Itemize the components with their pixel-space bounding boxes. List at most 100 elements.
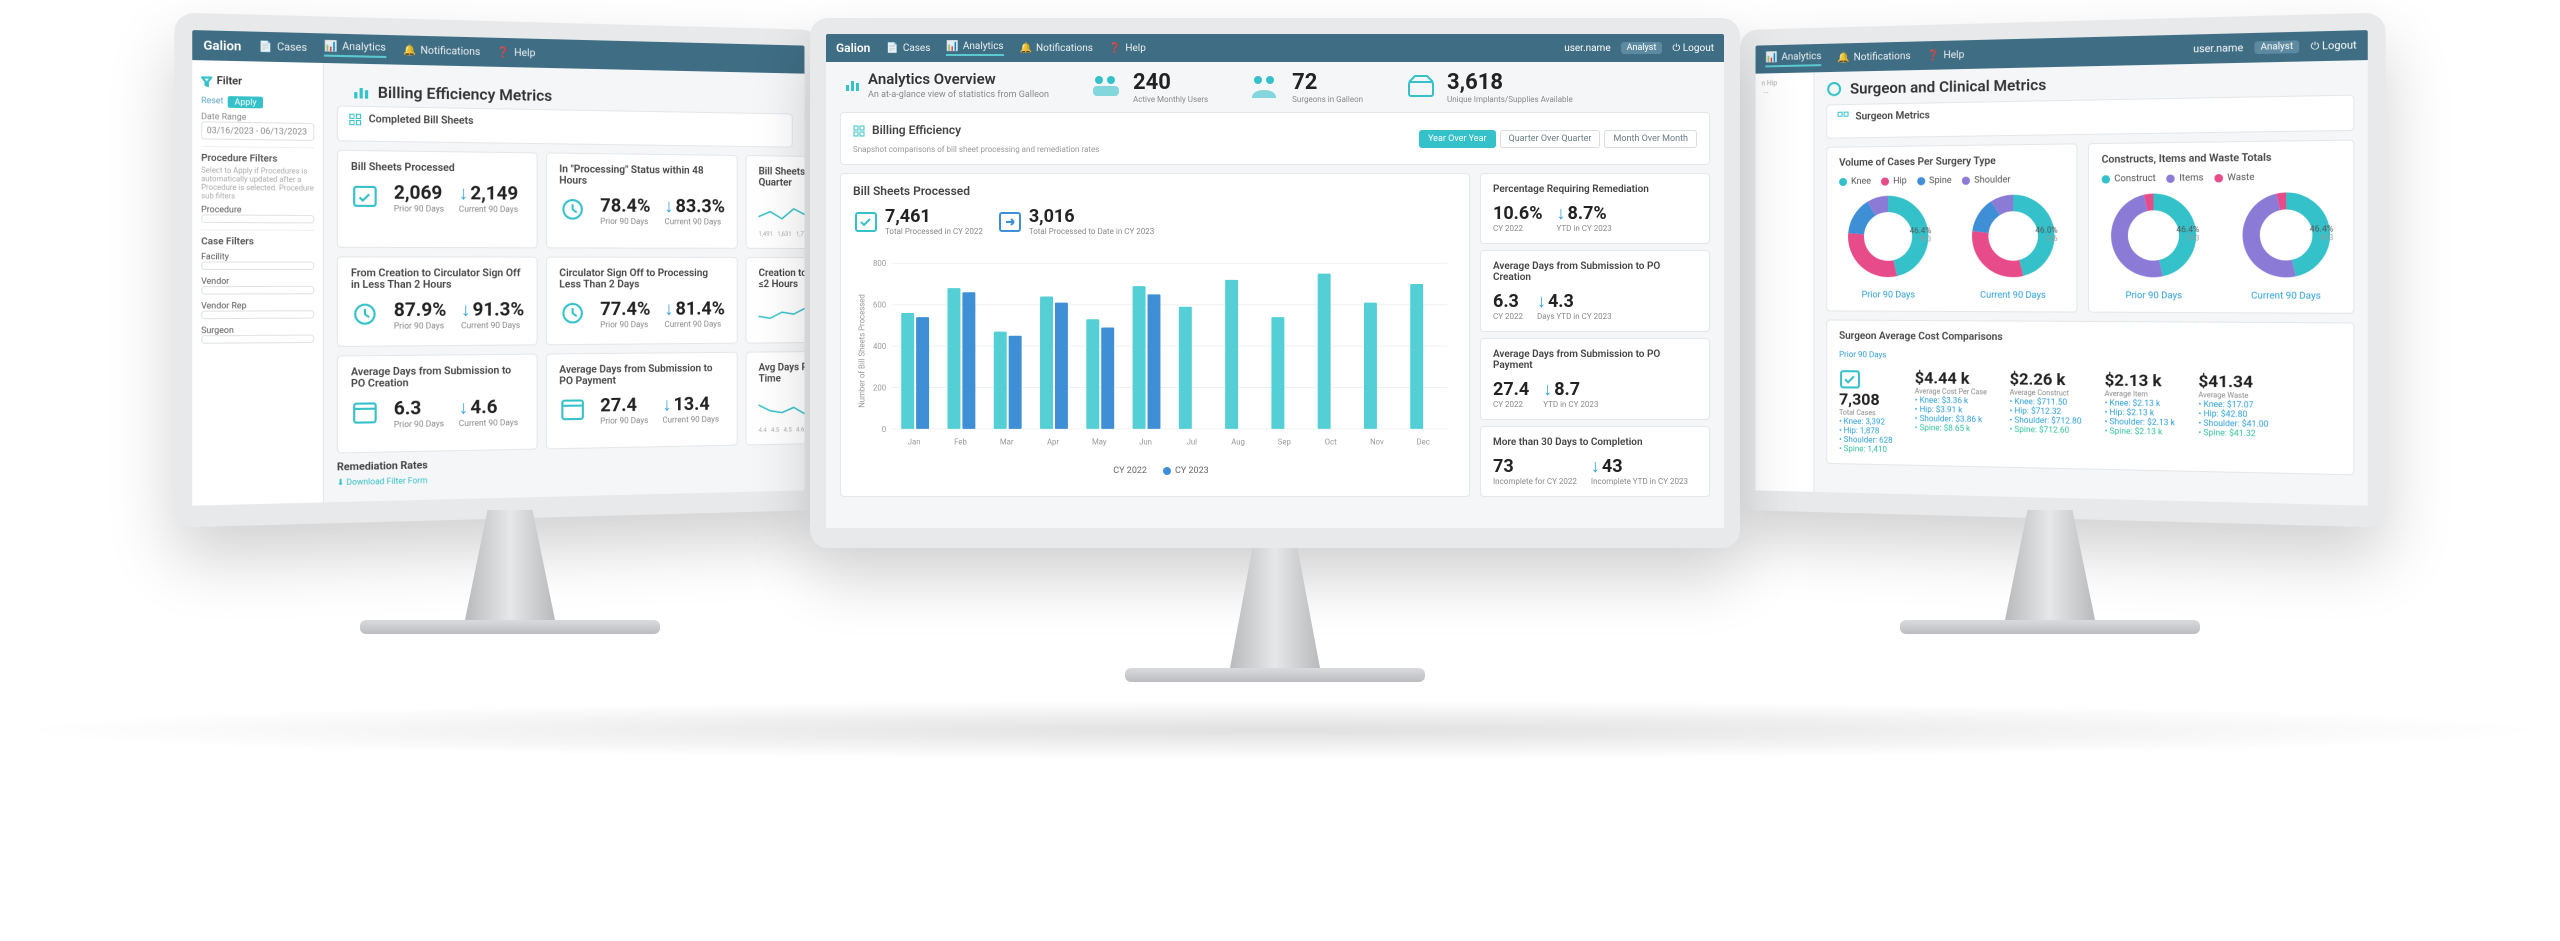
comp-col-c4: $2.13 k Average Item • Knee: $2.13 k • H… [2105, 370, 2175, 460]
svg-text:Oct: Oct [1325, 438, 1337, 447]
nav-analytics[interactable]: 📊 Analytics [324, 40, 386, 57]
bar-chart: 0200400600800Number of Bill Sheets Proce… [853, 246, 1457, 456]
grid-icon [853, 125, 865, 137]
grid-icon [1837, 111, 1849, 123]
card-volume: Volume of Cases Per Surgery Type Knee Hi… [1826, 143, 2077, 312]
card-in-processing: In "Processing" Status within 48 Hours 7… [546, 152, 738, 248]
sparkline [759, 298, 805, 329]
donut-caption: Prior 90 Days [2106, 291, 2202, 302]
reset-button[interactable]: Reset [201, 96, 223, 108]
card-cost-comparison: Surgeon Average Cost Comparisons Prior 9… [1826, 319, 2354, 475]
card-ciw: Constructs, Items and Waste Totals Const… [2088, 140, 2354, 314]
nav-analytics[interactable]: 📊 Analytics [946, 41, 1003, 56]
card-title: Avg Days Processing Time [759, 362, 805, 385]
card-remediation: Percentage Requiring Remediation 10.6%CY… [1480, 173, 1710, 244]
tab-qoq[interactable]: Quarter Over Quarter [1500, 130, 1601, 148]
page-subtitle: An at-a-glance view of statistics from G… [868, 90, 1049, 100]
page-title: Analytics Overview [868, 70, 1049, 88]
supplies-icon [1403, 72, 1439, 102]
section-title: Surgeon Metrics [1837, 102, 2342, 123]
svg-text:913: 913 [1920, 235, 1932, 243]
page-title: Billing Efficiency Metrics [378, 83, 552, 105]
sparkline [759, 392, 805, 424]
nav-help[interactable]: ❓ Help [1109, 43, 1146, 54]
chart-icon [844, 77, 860, 93]
calendar-check-icon [853, 208, 879, 234]
chart-card: Bill Sheets Processed 7,461Total Process… [840, 173, 1470, 497]
nav-notifications[interactable]: 🔔 Notifications [1020, 43, 1093, 54]
vendor-select[interactable] [201, 286, 314, 295]
username: user.name [1564, 43, 1610, 54]
surgeon-icon [1248, 72, 1284, 102]
nav-notifications[interactable]: 🔔 Notifications [403, 44, 480, 57]
section-title: Billing Efficiency [853, 123, 1099, 137]
surgeon-select[interactable] [201, 334, 314, 343]
nav-cases[interactable]: 📄 Cases [259, 41, 307, 54]
svg-text:0: 0 [882, 425, 886, 434]
topbar-center: Galion 📄 Cases 📊 Analytics 🔔 Notificatio… [826, 34, 1724, 62]
donut-vol-current: 46.0%926 [1967, 189, 2060, 282]
svg-text:400: 400 [873, 342, 886, 351]
role-badge: Analyst [2254, 40, 2300, 54]
svg-text:Nov: Nov [1370, 438, 1384, 447]
facility-select[interactable] [201, 261, 314, 270]
card-creation-signoff: Creation to Sign Off ≤2 Hours [746, 257, 805, 344]
svg-text:Jun: Jun [1139, 438, 1152, 447]
date-range-input[interactable]: 03/16/2023 - 06/13/2023 [201, 121, 314, 141]
page-title: Surgeon and Clinical Metrics [1850, 75, 2046, 97]
svg-text:Sep: Sep [1278, 438, 1292, 447]
comp-col-c2: $4.44 k Average Cost Per Case • Knee: $3… [1915, 368, 1987, 456]
procedure-filters-label: Procedure Filters [201, 153, 314, 165]
tab-mom[interactable]: Month Over Month [1604, 130, 1697, 148]
svg-text:800: 800 [873, 259, 886, 268]
svg-text:46.4%: 46.4% [1910, 226, 1932, 235]
logout-button[interactable]: ⏻ Logout [2311, 39, 2357, 52]
section-sub: Snapshot comparisons of bill sheet proce… [853, 145, 1099, 154]
nav-cases[interactable]: 📄 Cases [886, 43, 930, 54]
card-circ-proc: Circulator Sign Off to Processing Less T… [546, 257, 738, 346]
sparkline [759, 196, 805, 227]
logout-button[interactable]: ⏻ Logout [1672, 43, 1714, 54]
case-filters-label: Case Filters [201, 237, 314, 248]
donut-ciw-current: 46.4%913 [2237, 187, 2335, 283]
card-creation-circ: From Creation to Circulator Sign Off in … [337, 256, 538, 347]
tab-yoy[interactable]: Year Over Year [1419, 130, 1495, 148]
role-badge: Analyst [1621, 42, 1663, 54]
procedure-note: Select to Apply if Procedures is automat… [201, 166, 314, 201]
comp-col-c1: 7,308 Total Cases • Knee: 3,392 • Hip: 1… [1839, 367, 1893, 454]
svg-text:200: 200 [873, 383, 886, 392]
vendor-rep-select[interactable] [201, 310, 314, 319]
apply-button[interactable]: Apply [228, 96, 263, 108]
nav-help[interactable]: ❓ Help [497, 47, 535, 59]
card-po-pay: Average Days from Submission to PO Payme… [1480, 338, 1710, 420]
calendar-arrow-icon [997, 208, 1023, 234]
svg-text:Mar: Mar [1000, 438, 1014, 447]
chart-title: Bill Sheets Processed [853, 184, 1457, 198]
chart-icon [352, 84, 369, 101]
svg-text:46.0%: 46.0% [2035, 225, 2058, 235]
procedure-select[interactable] [201, 214, 314, 223]
nav-help[interactable]: ❓ Help [1927, 49, 1965, 61]
donut-caption: Prior 90 Days [1843, 290, 1933, 300]
grid-icon [349, 113, 362, 126]
ciw-legend: Construct Items Waste [2102, 172, 2340, 185]
svg-text:Number of Bill Sheets Processe: Number of Bill Sheets Processed [858, 294, 867, 408]
stat-surgeons: 72Surgeons in Galleon [1248, 70, 1363, 104]
donut-vol-prior: 46.4%913 [1843, 190, 1933, 282]
card-processed-quarter: Bill Sheets Processed Quarter 1,491 1,63… [746, 155, 805, 249]
donut-ciw-prior: 46.4%913 [2106, 188, 2202, 283]
nav-analytics[interactable]: 📊 Analytics [1765, 50, 1821, 66]
svg-text:Dec: Dec [1417, 438, 1430, 447]
nav-notifications[interactable]: 🔔 Notifications [1837, 50, 1910, 63]
svg-text:46.4%: 46.4% [2309, 224, 2333, 234]
username: user.name [2193, 42, 2243, 55]
stethoscope-icon [1826, 81, 1842, 97]
svg-text:Feb: Feb [954, 438, 967, 447]
card-avg-days: Avg Days Processing Time 4.4 4.5 4.5 4.6… [746, 351, 805, 446]
svg-text:913: 913 [2320, 234, 2333, 243]
filter-title: Filter [201, 75, 314, 89]
procedure-label: Procedure [201, 205, 314, 215]
vendor-rep-label: Vendor Rep [201, 301, 314, 311]
section-title: Completed Bill Sheets [349, 113, 782, 132]
volume-legend: Knee Hip Spine Shoulder [1839, 175, 2064, 187]
